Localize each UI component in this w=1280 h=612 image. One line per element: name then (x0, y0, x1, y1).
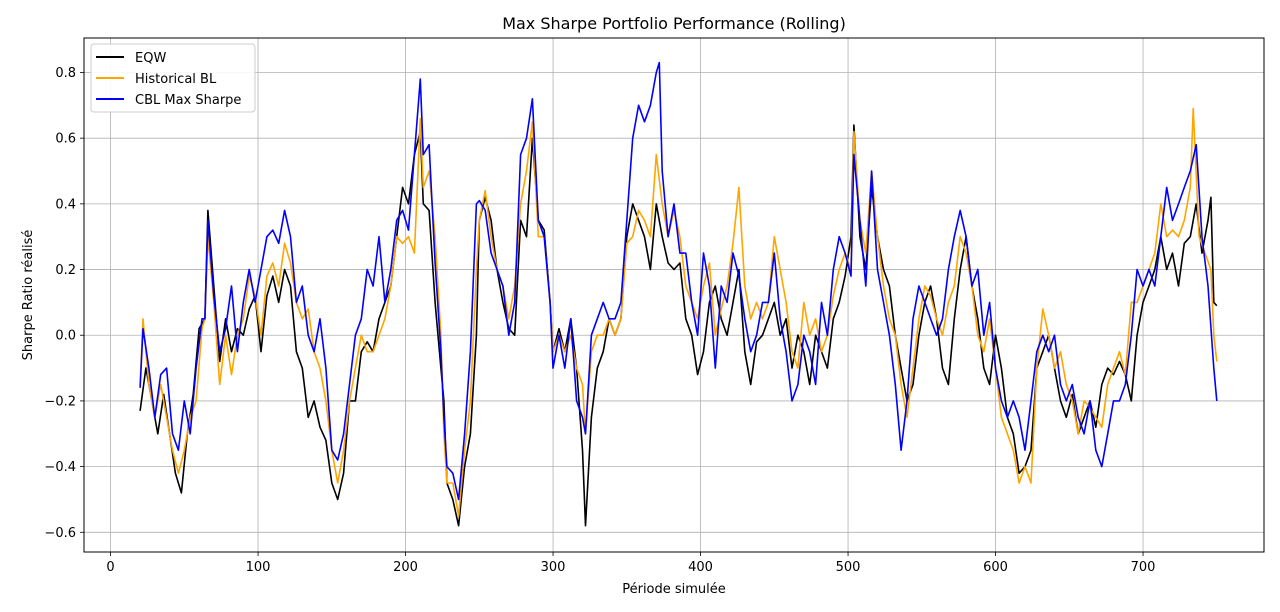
x-axis-label: Période simulée (622, 582, 726, 597)
legend-label-0: EQW (135, 51, 166, 66)
y-axis-ticks: −0.6 −0.4 −0.2 0.0 0.2 0.4 0.6 0.8 (44, 66, 84, 541)
plot-frame (83, 37, 1265, 553)
y-tick-label: 0.2 (55, 263, 76, 278)
y-tick-label: 0.6 (55, 132, 76, 147)
chart-title: Max Sharpe Portfolio Performance (Rollin… (502, 14, 846, 33)
y-tick-label: 0.8 (55, 66, 76, 81)
legend-label-1: Historical BL (135, 72, 217, 87)
y-tick-label: −0.2 (44, 394, 76, 409)
legend-label-2: CBL Max Sharpe (135, 93, 241, 108)
x-tick-label: 100 (246, 560, 271, 575)
y-tick-label: 0.0 (55, 329, 76, 344)
x-tick-label: 0 (106, 560, 114, 575)
x-tick-label: 600 (983, 560, 1008, 575)
x-axis-ticks: 0 100 200 300 400 500 600 700 (106, 552, 1155, 575)
x-tick-label: 200 (393, 560, 418, 575)
series-lines (139, 61, 1218, 527)
x-tick-label: 300 (541, 560, 566, 575)
series-line-0 (139, 124, 1218, 527)
y-tick-label: −0.6 (44, 526, 76, 541)
x-tick-label: 700 (1131, 560, 1156, 575)
y-axis-label: Sharpe Ratio réalisé (21, 230, 36, 361)
series-line-2 (139, 61, 1218, 501)
x-tick-label: 400 (688, 560, 713, 575)
legend-box (90, 43, 256, 113)
y-tick-label: 0.4 (55, 197, 76, 212)
y-tick-label: −0.4 (44, 460, 76, 475)
legend: EQW Historical BL CBL Max Sharpe (90, 43, 256, 113)
x-tick-label: 500 (836, 560, 861, 575)
